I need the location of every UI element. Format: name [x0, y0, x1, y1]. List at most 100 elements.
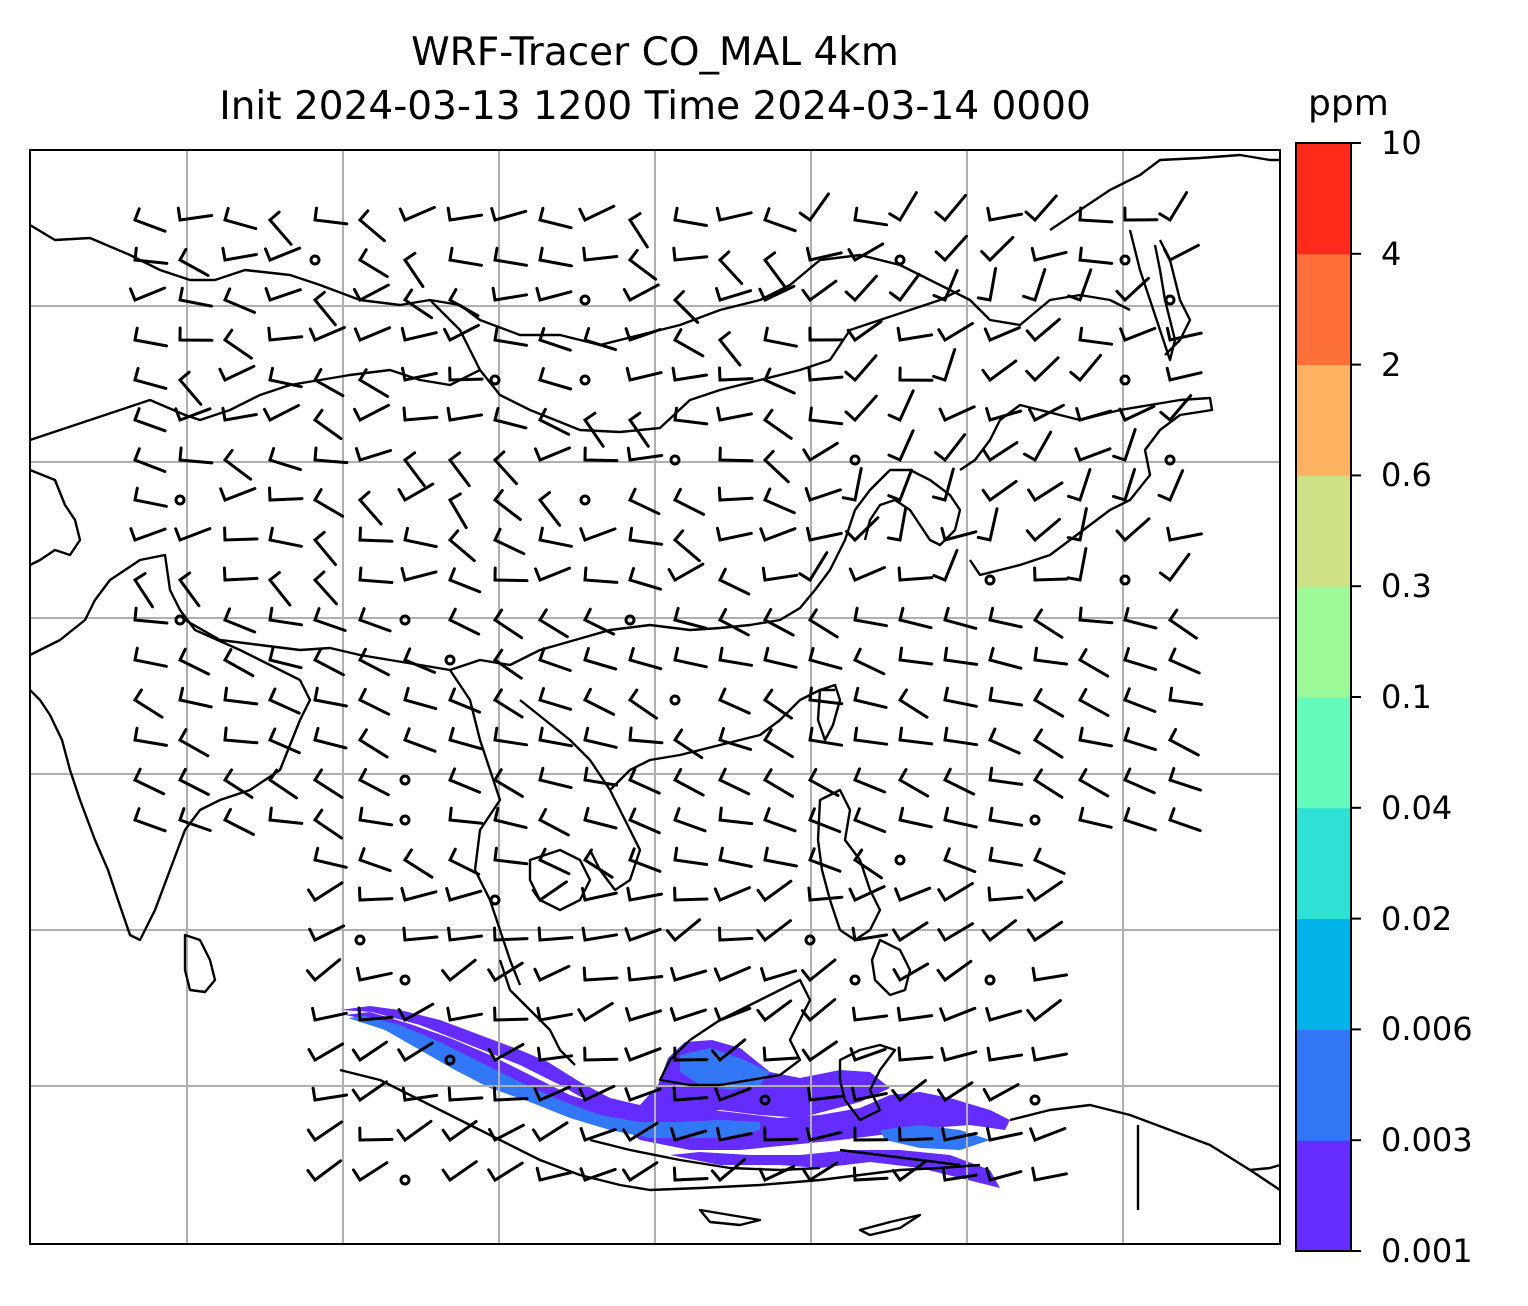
wind-barb — [897, 1046, 934, 1062]
wind-barb — [852, 848, 883, 880]
wind-barb — [1078, 726, 1113, 748]
wind-barb — [981, 359, 1018, 383]
wind-barb — [763, 1126, 799, 1142]
wind-barb — [447, 847, 481, 876]
colorbar-segment — [1296, 697, 1351, 809]
wind-barb — [356, 966, 393, 982]
wind-barb — [133, 246, 169, 265]
wind-barb — [934, 193, 967, 223]
wind-barb — [583, 647, 618, 671]
wind-barb — [583, 766, 619, 787]
wind-barb — [985, 407, 1023, 422]
wind-barb — [931, 467, 955, 502]
wind-barb — [223, 686, 259, 706]
wind-barb — [358, 566, 394, 584]
wind-barb — [802, 1161, 839, 1183]
wind-barb — [583, 327, 617, 352]
wind-barb — [1026, 999, 1062, 1023]
wind-barb — [312, 647, 345, 677]
wind-barb — [1123, 687, 1157, 713]
wind-barb — [397, 1041, 434, 1063]
wind-barb — [891, 1159, 928, 1183]
wind-calm-marker — [579, 294, 591, 306]
wind-barbs — [129, 191, 1204, 1186]
wind-barb — [986, 1126, 1023, 1142]
wind-barb — [582, 848, 614, 879]
wind-barb — [312, 290, 337, 327]
wind-barb — [886, 507, 908, 542]
wind-barb — [1078, 326, 1114, 346]
wind-barb — [1025, 317, 1061, 343]
wind-calm-marker — [489, 894, 501, 906]
wind-barb — [941, 1166, 979, 1182]
wind-barb — [445, 887, 483, 902]
wind-barb — [537, 608, 569, 639]
wind-barb — [403, 727, 437, 753]
wind-barb — [718, 846, 753, 868]
wind-barb — [673, 206, 708, 227]
wind-barb — [535, 1166, 573, 1182]
wind-barb — [311, 1006, 348, 1022]
wind-barb — [1112, 428, 1137, 462]
wind-barb — [174, 527, 212, 542]
wind-barb — [1029, 1127, 1067, 1142]
wind-barb — [493, 527, 526, 556]
wind-barb — [1030, 246, 1068, 262]
wind-barb — [313, 686, 348, 708]
wind-barb — [1119, 326, 1157, 342]
wind-barb — [441, 958, 477, 983]
wind-barb — [673, 606, 708, 630]
wind-barb — [221, 406, 258, 422]
colorbar-segment — [1296, 807, 1351, 920]
wind-barb — [897, 566, 934, 582]
wind-barb — [493, 1006, 529, 1022]
wind-barb — [1078, 606, 1114, 625]
wind-barb — [887, 468, 913, 502]
wind-barb — [493, 726, 529, 747]
wind-barb — [943, 646, 979, 666]
wind-barb — [802, 441, 839, 463]
wind-barb — [894, 886, 932, 902]
wind-calm-marker — [444, 1054, 456, 1066]
wind-barb — [853, 606, 888, 628]
wind-barb — [626, 886, 663, 902]
wind-barb — [672, 487, 706, 516]
wind-barb — [222, 648, 255, 678]
wind-barb — [1078, 246, 1114, 265]
wind-barb — [627, 411, 650, 448]
wind-barb — [717, 926, 754, 942]
wind-barb — [760, 967, 798, 982]
wind-barb — [848, 885, 886, 902]
wind-barb — [268, 526, 303, 548]
wind-barb — [133, 207, 167, 233]
wind-barb — [305, 958, 342, 983]
wind-barb — [670, 967, 708, 982]
wind-barb — [976, 267, 998, 302]
wind-barb — [763, 846, 798, 868]
wind-barb — [312, 488, 345, 518]
wind-barb — [758, 1164, 796, 1182]
wind-barb — [493, 406, 528, 430]
wind-barb — [939, 1006, 977, 1022]
wind-barb — [133, 407, 167, 433]
wind-barb — [808, 406, 844, 426]
wind-barb — [354, 447, 393, 462]
wind-calm-marker — [984, 574, 996, 586]
wind-calm-marker — [174, 494, 186, 506]
wind-barb — [538, 246, 573, 268]
wind-barb — [937, 882, 974, 903]
wind-barb — [448, 366, 484, 382]
wind-barb — [807, 1086, 844, 1102]
wind-calm-marker — [399, 1174, 411, 1186]
wind-barb — [1166, 526, 1203, 542]
wind-barb — [132, 572, 154, 609]
wind-barb — [717, 607, 750, 637]
wind-barb — [981, 480, 1018, 503]
wind-barb — [627, 248, 658, 281]
wind-barb — [313, 206, 349, 226]
wind-barb — [1123, 647, 1158, 671]
wind-barb — [308, 924, 346, 943]
wind-barb — [756, 919, 792, 943]
wind-barb — [579, 527, 617, 542]
wind-barb — [352, 1161, 389, 1183]
